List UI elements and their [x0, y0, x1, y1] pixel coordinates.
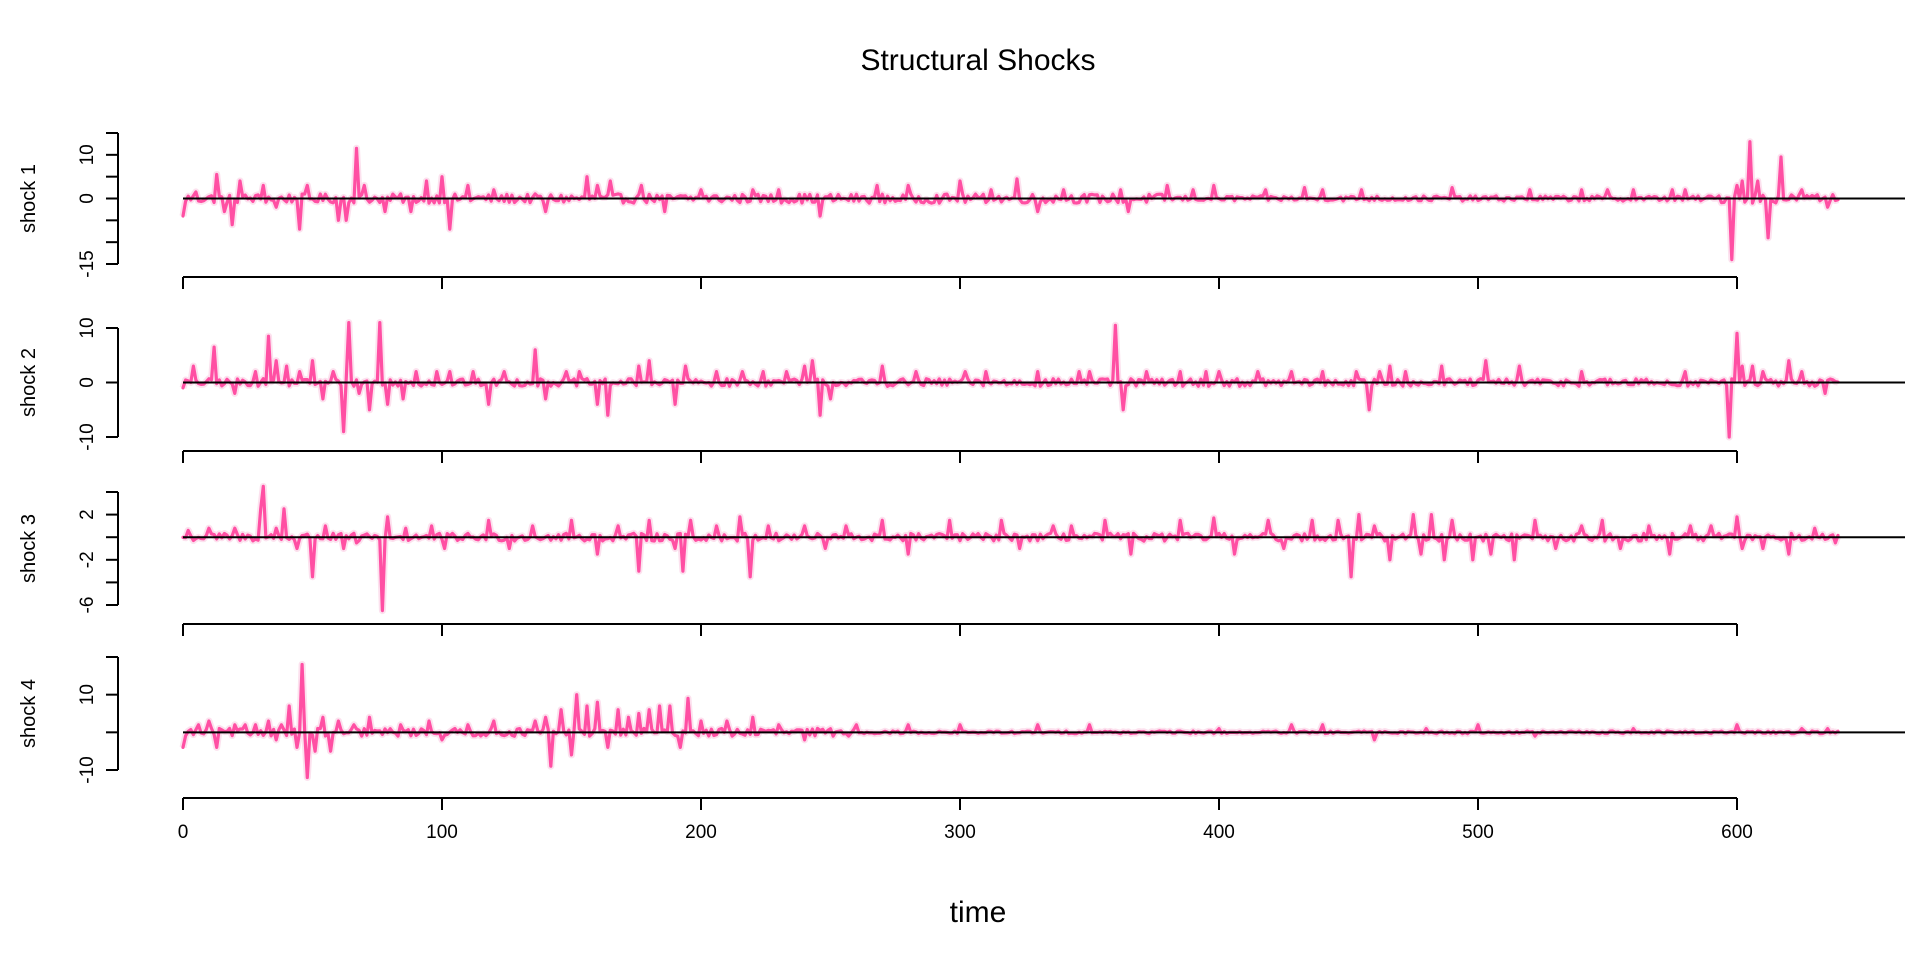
y-tick-label: -10 — [77, 756, 98, 783]
x-tick-label: 200 — [685, 822, 717, 843]
y-tick-label: 10 — [77, 317, 98, 338]
confidence-band — [182, 482, 1842, 615]
panels-group: -15 0 10 shock 1 -10 0 10 shock 2 -6 -2 2 shock 3 -1… — [18, 132, 1905, 843]
panel-4: -10 10 shock 4 0 100 200 300 400 500 600 — [18, 656, 1905, 843]
y-tick-label: -2 — [77, 551, 98, 568]
x-tick-label: 400 — [1203, 822, 1235, 843]
x-tick-label: 600 — [1721, 822, 1753, 843]
x-tick-label: 0 — [178, 822, 189, 843]
series-line — [181, 321, 1840, 439]
x-axis-title: time — [950, 896, 1007, 929]
chart-title: Structural Shocks — [860, 44, 1095, 77]
x-tick-label: 500 — [1462, 822, 1494, 843]
x-tick-label: 300 — [944, 822, 976, 843]
series-line — [181, 140, 1840, 262]
y-axis-title: shock 4 — [18, 679, 40, 748]
y-tick-label: 0 — [77, 377, 98, 388]
confidence-band — [179, 319, 1839, 441]
y-tick-label: 0 — [77, 193, 98, 204]
y-axis-title: shock 3 — [18, 514, 40, 583]
y-tick-label: 10 — [77, 144, 98, 165]
panel-3: -6 -2 2 shock 3 — [18, 482, 1905, 636]
panel-2: -10 0 10 shock 2 — [18, 317, 1905, 463]
y-tick-label: -6 — [77, 597, 98, 614]
y-axis-title: shock 1 — [18, 164, 40, 233]
x-tick-label: 100 — [426, 822, 458, 843]
series-line — [181, 484, 1840, 613]
confidence-band — [179, 661, 1840, 781]
y-axis-title: shock 2 — [18, 348, 40, 417]
y-tick-label: 2 — [77, 509, 98, 520]
panel-1: -15 0 10 shock 1 — [18, 132, 1905, 289]
y-tick-label: -15 — [77, 250, 98, 277]
y-tick-label: -10 — [77, 423, 98, 450]
y-tick-label: 10 — [77, 684, 98, 705]
